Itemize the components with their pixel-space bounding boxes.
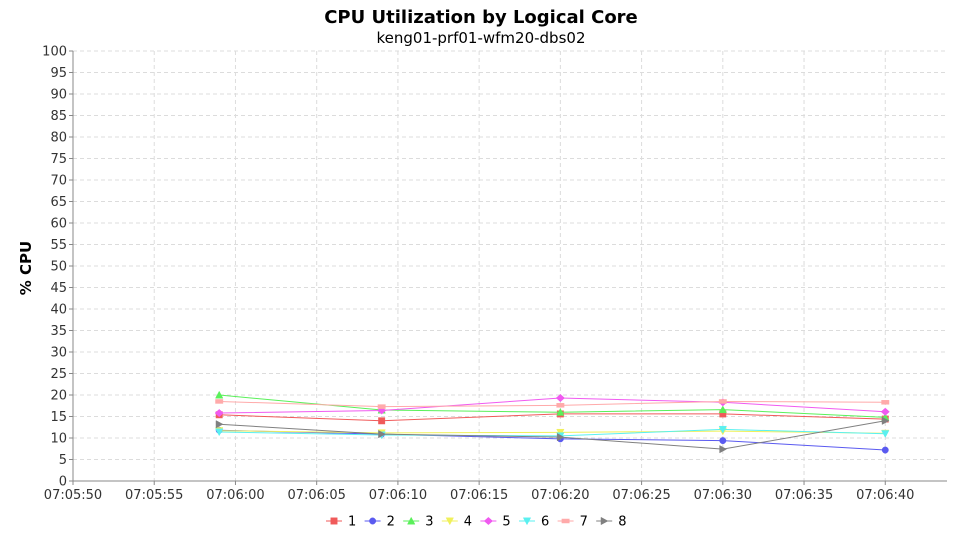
y-tick-label: 65	[50, 195, 67, 210]
x-tick-label: 07:05:50	[44, 488, 102, 503]
data-point	[556, 403, 565, 408]
y-tick-label: 5	[59, 453, 67, 468]
y-tick-label: 25	[50, 367, 67, 382]
axes: 0 5 10 15 20 25 30 35 40 45 50 55 60 65 70 75 80 85 90 95 10…	[42, 45, 947, 503]
data-point	[880, 407, 890, 416]
legend-item-5[interactable]: 5	[480, 515, 511, 530]
y-axis-label: % CPU	[17, 241, 35, 295]
legend-item-3[interactable]: 3	[403, 515, 433, 530]
legend-label: 7	[580, 515, 588, 530]
data-point	[215, 399, 224, 404]
data-point	[719, 437, 727, 445]
y-tick-label: 15	[50, 410, 67, 425]
y-tick-label: 70	[50, 174, 67, 189]
y-tick-label: 85	[50, 109, 67, 124]
x-tick-label: 07:06:20	[531, 488, 589, 503]
legend-label: 3	[425, 515, 433, 530]
chart-subtitle: keng01-prf01-wfm20-dbs02	[377, 29, 586, 47]
x-tick-label: 07:06:25	[612, 488, 670, 503]
x-tick-label: 07:06:30	[694, 488, 752, 503]
x-tick-label: 07:06:00	[206, 488, 264, 503]
y-tick-label: 30	[50, 346, 67, 361]
data-point	[718, 405, 727, 414]
legend-label: 4	[464, 515, 472, 530]
legend-swatch-marker	[407, 516, 416, 525]
y-tick-label: 50	[50, 260, 67, 275]
x-tick-label: 07:06:40	[856, 488, 914, 503]
y-tick-label: 100	[42, 45, 67, 60]
series-line	[219, 413, 886, 422]
legend-label: 1	[348, 515, 356, 530]
legend-swatch-marker	[483, 516, 493, 526]
legend-label: 2	[387, 515, 395, 530]
data-point	[881, 416, 890, 425]
y-tick-label: 80	[50, 131, 67, 146]
legend-swatch-marker	[561, 518, 570, 524]
x-tick-label: 07:06:10	[369, 488, 427, 503]
data-point	[215, 420, 224, 429]
y-tick-label: 35	[50, 324, 67, 339]
data-point	[881, 400, 890, 405]
series-layer	[214, 390, 890, 454]
legend: 1 2 3 4 5 6 7 8	[326, 515, 626, 530]
data-point	[719, 445, 728, 454]
data-point	[215, 428, 224, 437]
legend-label: 5	[502, 515, 510, 530]
data-point	[556, 407, 565, 416]
legend-item-2[interactable]: 2	[364, 515, 395, 530]
x-tick-label: 07:05:55	[125, 488, 183, 503]
legend-item-4[interactable]: 4	[441, 515, 472, 530]
legend-item-8[interactable]: 8	[596, 515, 626, 530]
y-tick-label: 60	[50, 217, 67, 232]
data-point	[555, 393, 565, 403]
data-point	[881, 430, 890, 438]
data-point	[718, 399, 727, 404]
x-tick-label: 07:06:35	[775, 488, 833, 503]
legend-swatch-marker	[330, 517, 338, 525]
y-tick-label: 20	[50, 389, 67, 404]
legend-label: 8	[618, 515, 626, 530]
chart-title: CPU Utilization by Logical Core	[324, 7, 638, 28]
legend-swatch-marker	[600, 516, 609, 526]
data-point	[378, 430, 386, 439]
y-tick-label: 75	[50, 152, 67, 167]
data-point	[718, 425, 727, 434]
x-tick-label: 07:06:05	[287, 488, 345, 503]
data-point	[881, 446, 889, 454]
series-8	[215, 416, 890, 454]
legend-label: 6	[541, 515, 549, 530]
x-tick-label: 07:06:15	[450, 488, 508, 503]
y-tick-label: 10	[50, 432, 67, 447]
legend-swatch-marker	[445, 517, 454, 526]
y-tick-label: 90	[50, 88, 67, 103]
legend-swatch-marker	[369, 517, 377, 525]
series-7	[215, 399, 890, 409]
legend-swatch-marker	[522, 517, 532, 526]
data-point	[378, 417, 386, 425]
data-point	[215, 390, 224, 399]
legend-item-6[interactable]: 6	[519, 515, 549, 530]
y-tick-label: 55	[50, 238, 67, 253]
data-point	[377, 404, 386, 409]
data-point	[556, 433, 565, 442]
series-line	[219, 429, 886, 451]
series-line	[219, 420, 886, 450]
y-tick-label: 45	[50, 281, 67, 296]
legend-item-1[interactable]: 1	[326, 515, 356, 530]
legend-item-7[interactable]: 7	[557, 515, 588, 530]
y-tick-label: 95	[50, 66, 67, 81]
y-tick-label: 0	[59, 475, 67, 490]
data-point	[214, 409, 224, 418]
y-tick-label: 40	[50, 303, 67, 318]
